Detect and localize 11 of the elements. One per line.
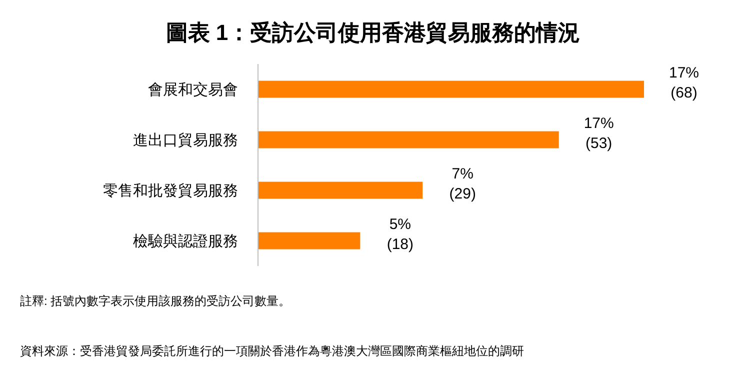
- value-label: 17% (53): [584, 114, 614, 152]
- category-label: 會展和交易會: [148, 81, 238, 98]
- category-label: 零售和批發貿易服務: [103, 182, 238, 200]
- title: 圖表 1：受訪公司使用香港貿易服務的情況: [166, 20, 580, 45]
- value-label: 7% (29): [449, 165, 476, 202]
- source-note: 資料來源：受香港貿發局委託所進行的一項關於香港作為粵港澳大灣區國際商業樞紐地位的調研: [20, 343, 525, 360]
- value-label: 17% (68): [668, 64, 700, 102]
- category-label: 檢驗與認證服務: [133, 232, 238, 250]
- text: 註釋: 括號內數字表示使用該服務的受訪公司數量。: [20, 293, 292, 310]
- value-label: 5% (18): [386, 216, 414, 253]
- category-label: 進出口貿易服務: [133, 132, 238, 149]
